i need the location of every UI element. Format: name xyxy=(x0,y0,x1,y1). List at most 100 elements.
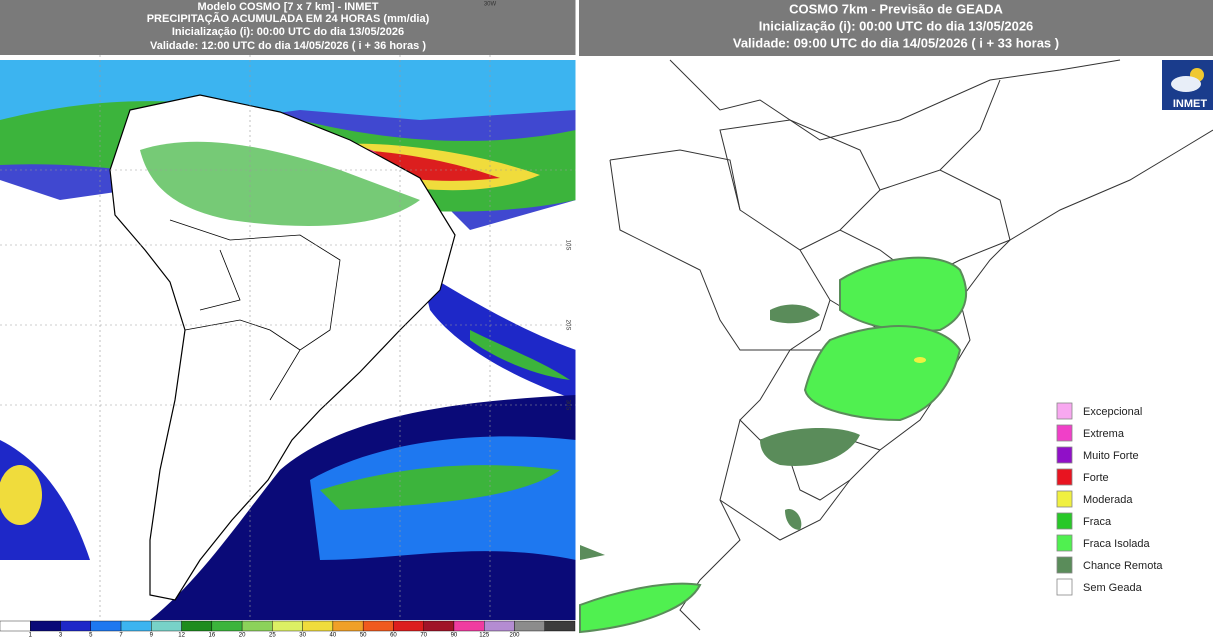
colorbar-label: 60 xyxy=(390,633,397,639)
border-line xyxy=(879,169,1011,241)
legend-label: Muito Forte xyxy=(1083,450,1139,462)
colorbar-label: 9 xyxy=(150,633,154,639)
header-line: Validade: 12:00 UTC do dia 14/05/2026 ( … xyxy=(150,40,426,52)
frost-area xyxy=(914,357,926,363)
colorbar-swatch xyxy=(272,620,303,632)
header-line: Modelo COSMO [7 x 7 km] - INMET xyxy=(198,1,379,13)
legend-label: Moderada xyxy=(1083,494,1133,506)
precip-pacific-core xyxy=(0,465,42,525)
legend-label: Fraca xyxy=(1083,516,1112,528)
colorbar: 1 3 5 7 9 12 16 20 25 30 40 50 60 70 90 125 200 xyxy=(0,620,576,639)
header-line: COSMO 7km - Previsão de GEADA xyxy=(789,1,1003,16)
legend-swatch xyxy=(1056,468,1073,486)
colorbar-label: 90 xyxy=(451,633,458,639)
header: COSMO 7km - Previsão de GEADA Inicializa… xyxy=(733,1,1059,50)
colorbar-swatch xyxy=(211,620,243,632)
colorbar-swatch xyxy=(514,620,545,632)
frost-area xyxy=(803,325,962,422)
header-line: Inicialização (i): 00:00 UTC do dia 13/0… xyxy=(172,26,404,38)
frost-area xyxy=(760,428,860,466)
colorbar-swatch xyxy=(332,620,364,632)
legend-swatch xyxy=(1056,512,1073,530)
legend-label: Fraca Isolada xyxy=(1083,538,1151,550)
colorbar-swatch xyxy=(120,620,152,632)
legend-label: Extrema xyxy=(1083,428,1125,440)
colorbar-label: 50 xyxy=(360,633,367,639)
colorbar-swatch xyxy=(302,620,334,632)
legend-swatch xyxy=(1056,534,1073,552)
graticule xyxy=(0,55,576,620)
legend-label: Excepcional xyxy=(1083,406,1142,418)
colorbar-swatch xyxy=(362,620,394,632)
border-line xyxy=(669,59,1121,141)
logo-cloud xyxy=(1171,76,1201,92)
colorbar-label: 20 xyxy=(239,633,246,639)
colorbar-swatch xyxy=(484,620,515,632)
border-line xyxy=(939,79,1001,171)
frost-area xyxy=(839,256,967,333)
lat-label: 10S xyxy=(564,240,570,251)
precip-south-core xyxy=(320,465,560,510)
colorbar-swatch xyxy=(181,620,213,632)
left-panel: Modelo COSMO [7 x 7 km] - INMET PRECIPIT… xyxy=(0,0,576,639)
border-line xyxy=(609,159,831,351)
legend-label: Chance Remota xyxy=(1083,560,1163,572)
colorbar-label: 5 xyxy=(89,633,93,639)
precip-atlantic-core xyxy=(470,330,570,380)
lat-label: 20S xyxy=(564,320,570,331)
header-bar xyxy=(579,0,1213,56)
legend-swatch xyxy=(1056,424,1073,442)
legend-swatch xyxy=(1056,556,1073,574)
colorbar-swatch xyxy=(60,620,91,632)
header-line: Validade: 09:00 UTC do dia 14/05/2026 ( … xyxy=(733,35,1059,50)
colorbar-swatch xyxy=(544,620,576,632)
lon-label: 30W xyxy=(484,2,497,8)
colorbar-label: 3 xyxy=(59,633,63,639)
colorbar-swatch xyxy=(151,620,182,632)
colorbar-label: 125 xyxy=(479,633,490,639)
lat-labels: 10S 20S 30S xyxy=(564,240,570,411)
precip-amazon xyxy=(140,141,420,226)
colorbar-label: 40 xyxy=(330,633,337,639)
frost-area xyxy=(785,509,802,530)
frost-area xyxy=(579,582,702,634)
colorbar-label: 7 xyxy=(119,633,123,639)
colorbar-label: 25 xyxy=(269,633,276,639)
colorbar-swatch xyxy=(0,620,31,632)
border-line xyxy=(199,249,241,311)
legend-swatch xyxy=(1056,402,1073,420)
border-line xyxy=(719,119,881,231)
border-line xyxy=(739,349,791,421)
frost-areas xyxy=(579,256,967,634)
logo: INMET xyxy=(1162,60,1213,110)
legend-swatch xyxy=(1056,578,1073,596)
colorbar-label: 16 xyxy=(208,633,215,639)
colorbar-swatch xyxy=(30,620,61,632)
colorbar-label: 30 xyxy=(299,633,306,639)
continent xyxy=(109,94,456,601)
colorbar-swatch xyxy=(241,620,273,632)
legend-label: Sem Geada xyxy=(1083,582,1143,594)
frost-area xyxy=(770,304,820,324)
right-panel: COSMO 7km - Previsão de GEADA Inicializa… xyxy=(579,0,1213,639)
header-line: Inicialização (i): 00:00 UTC do dia 13/0… xyxy=(759,18,1034,33)
colorbar-swatch xyxy=(423,620,455,632)
colorbar-label: 70 xyxy=(420,633,427,639)
colorbar-label: 200 xyxy=(509,633,520,639)
colorbar-swatch xyxy=(453,620,485,632)
colorbar-label: 12 xyxy=(178,633,185,639)
header: Modelo COSMO [7 x 7 km] - INMET PRECIPIT… xyxy=(147,1,430,52)
colorbar-label: 1 xyxy=(29,633,33,639)
colorbar-swatch xyxy=(393,620,424,632)
header-bar xyxy=(0,0,576,55)
frost-area xyxy=(580,545,605,560)
legend: Excepcional Extrema Muito Forte Forte Modera… xyxy=(1056,402,1163,596)
legend-swatch xyxy=(1056,446,1073,464)
lat-label: 30S xyxy=(564,400,570,411)
header-line: PRECIPITAÇÃO ACUMULADA EM 24 HORAS (mm/d… xyxy=(147,12,430,25)
legend-swatch xyxy=(1056,490,1073,508)
logo-text: INMET xyxy=(1173,98,1208,110)
colorbar-swatch xyxy=(90,620,122,632)
